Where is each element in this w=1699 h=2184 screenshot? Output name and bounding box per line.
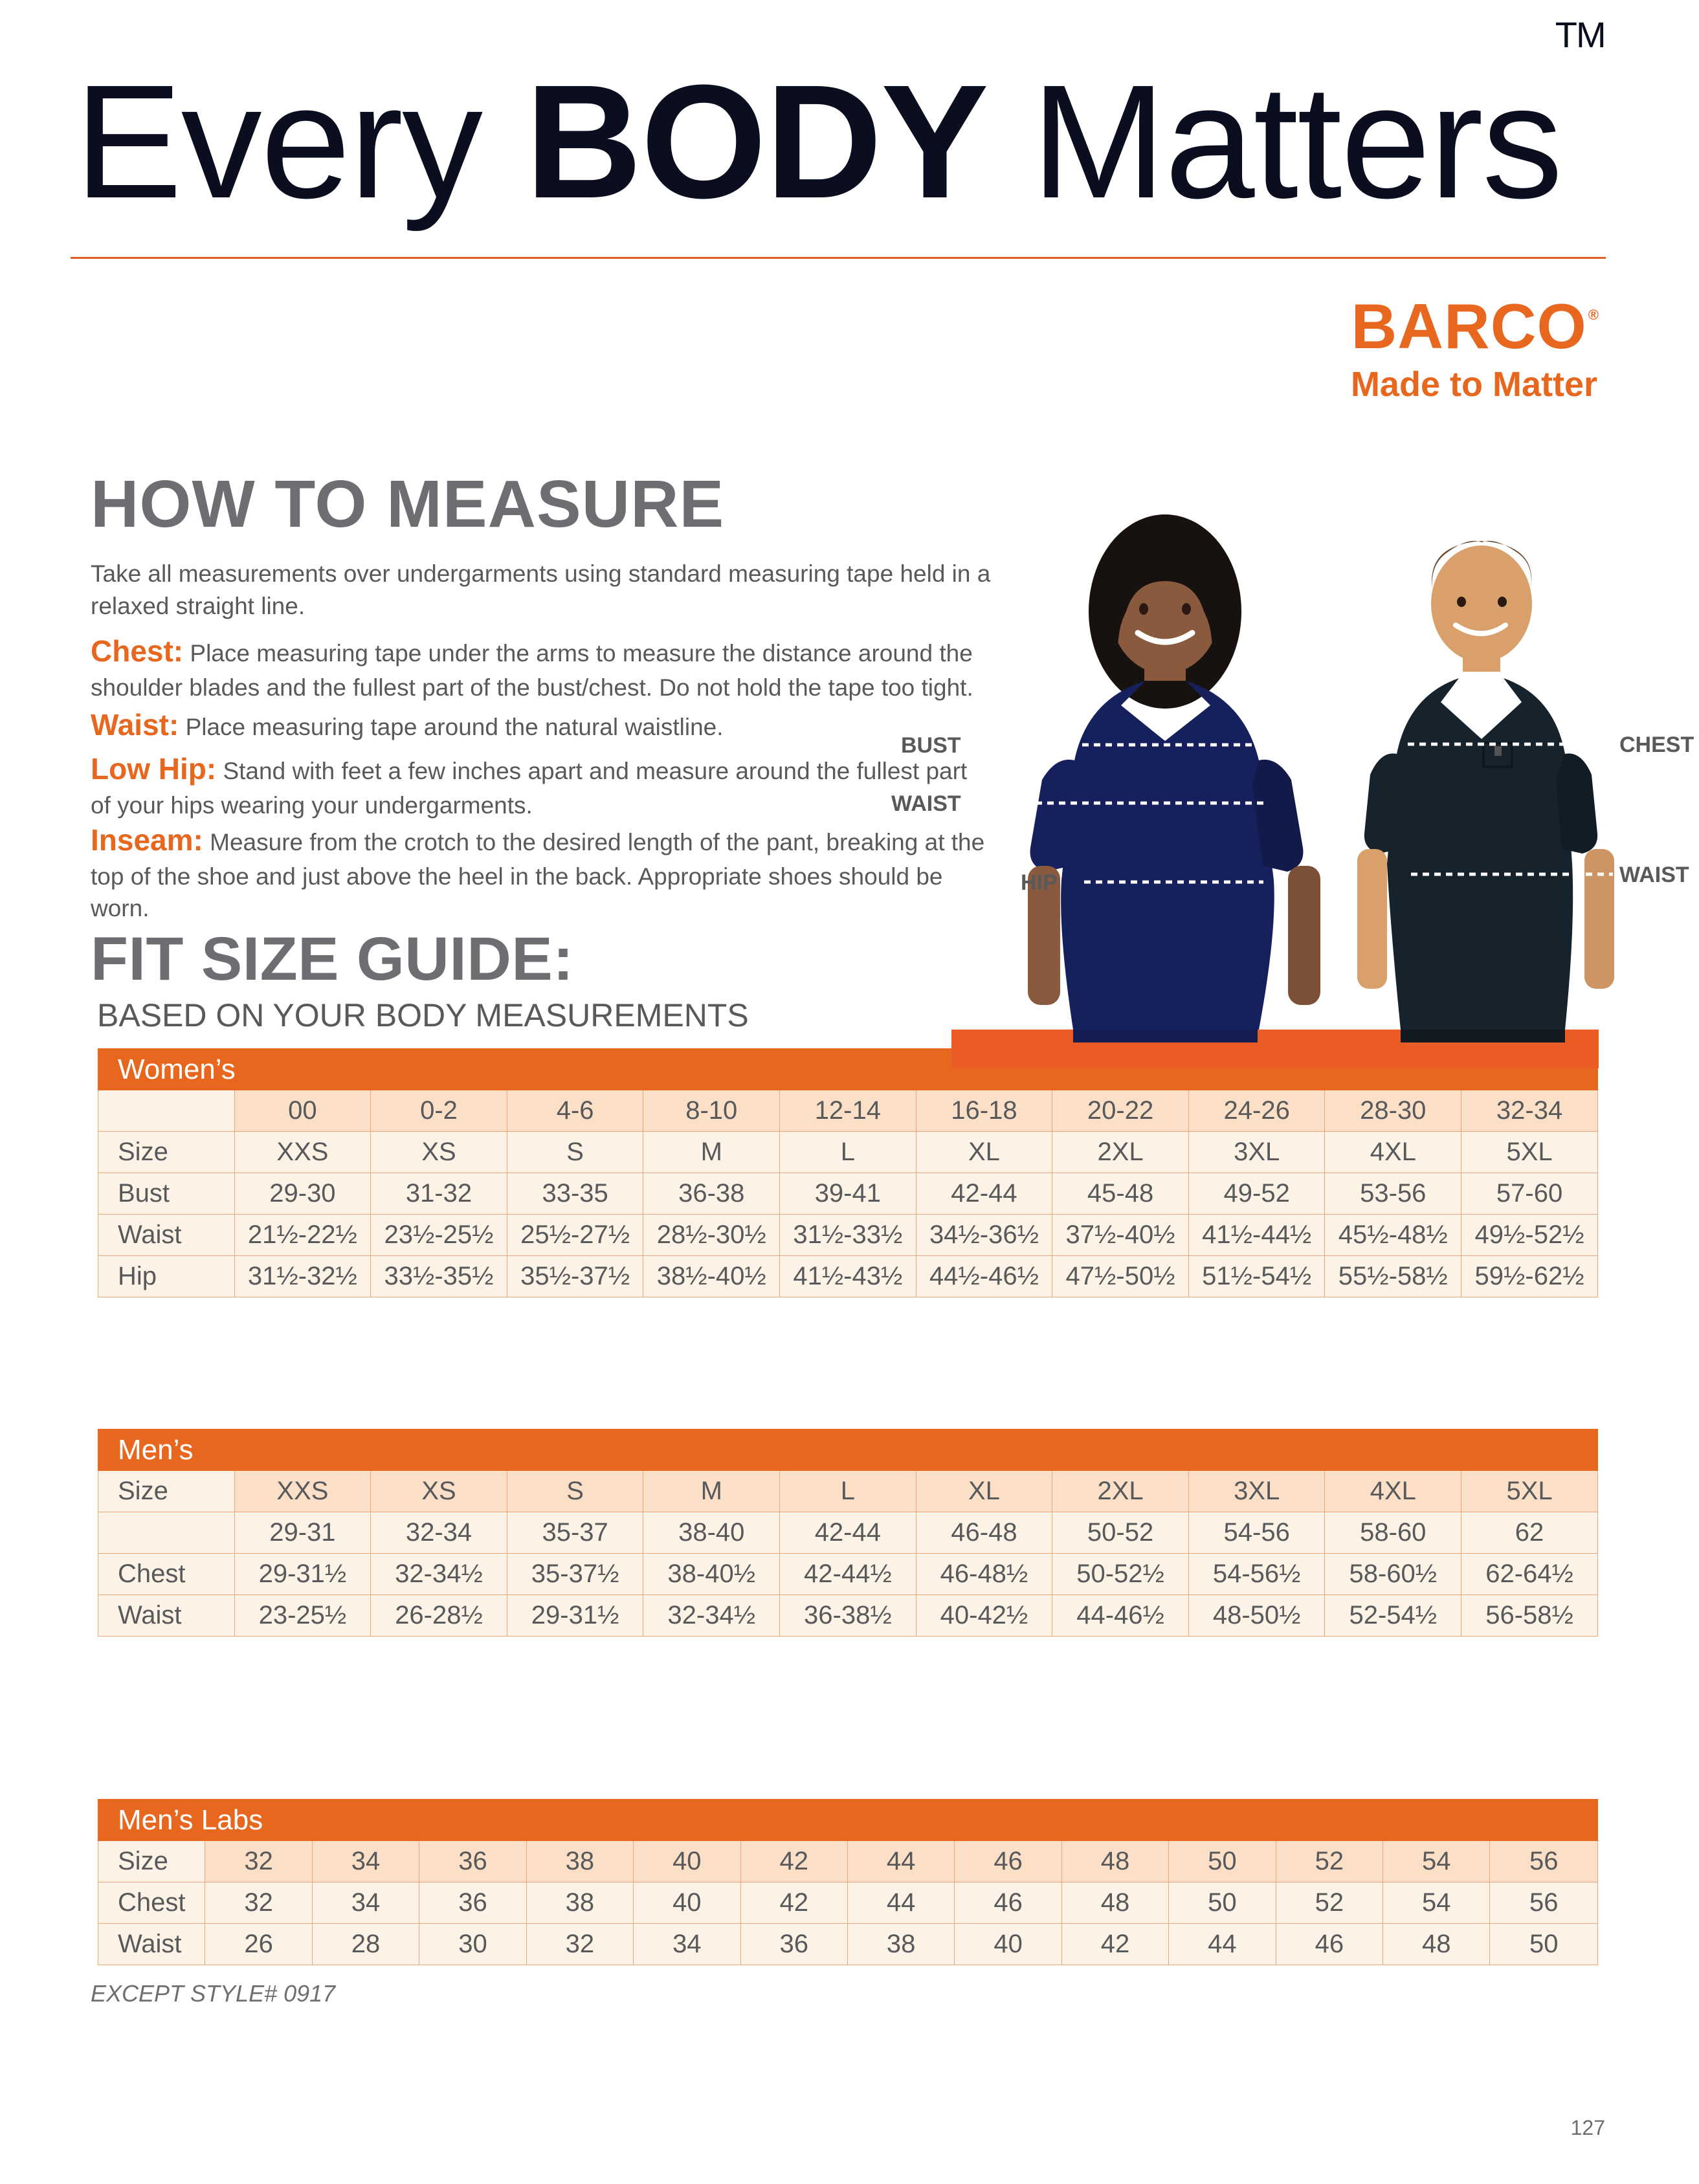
svg-text:BUST: BUST [901, 733, 961, 758]
svg-text:HIP: HIP [1021, 870, 1058, 895]
svg-text:WAIST: WAIST [1619, 863, 1689, 887]
svg-text:CHEST: CHEST [1619, 733, 1694, 757]
svg-text:WAIST: WAIST [891, 791, 961, 816]
